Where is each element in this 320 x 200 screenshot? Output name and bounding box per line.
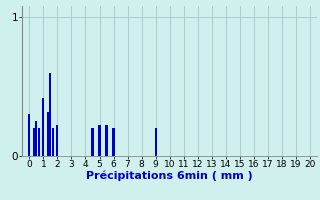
Bar xyxy=(155,128,156,156)
Bar xyxy=(28,114,30,156)
Bar xyxy=(106,125,108,156)
Bar xyxy=(112,128,115,156)
Bar xyxy=(33,128,35,156)
Bar xyxy=(99,125,100,156)
X-axis label: Précipitations 6min ( mm ): Précipitations 6min ( mm ) xyxy=(86,171,253,181)
Bar xyxy=(47,112,49,156)
Bar xyxy=(56,125,59,156)
Bar xyxy=(52,128,54,156)
Bar xyxy=(49,73,52,156)
Bar xyxy=(42,98,44,156)
Bar xyxy=(92,128,93,156)
Bar xyxy=(36,121,37,156)
Bar xyxy=(38,128,40,156)
